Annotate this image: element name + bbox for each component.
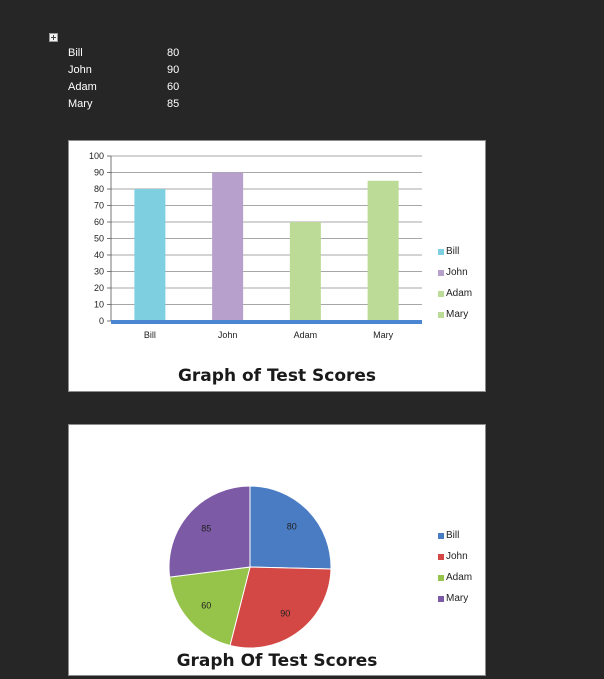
y-tick-label: 40 xyxy=(94,250,104,260)
bar xyxy=(212,172,244,321)
y-tick-label: 20 xyxy=(94,283,104,293)
x-tick-label: Bill xyxy=(144,330,156,340)
bar-chart-plot: 0 10 20 30 40 50 60 70 80 90 100 Bill John Adam Mary xyxy=(89,151,422,340)
y-tick-label: 100 xyxy=(89,151,104,161)
bar-chart-title: Graph of Test Scores xyxy=(177,366,377,386)
legend-swatch xyxy=(438,249,444,255)
pie-chart-title: Graph Of Test Scores xyxy=(176,651,378,671)
legend-label: John xyxy=(446,267,468,278)
table-row: John 90 xyxy=(68,62,208,79)
pie-slice xyxy=(249,485,332,570)
legend-swatch xyxy=(438,312,444,318)
bar-chart[interactable]: 0 10 20 30 40 50 60 70 80 90 100 Bill John Adam Mary B… xyxy=(68,140,486,392)
pie-slice xyxy=(169,566,251,647)
y-tick-label: 90 xyxy=(94,168,104,178)
y-tick-label: 10 xyxy=(94,300,104,310)
legend-label: Adam xyxy=(446,288,473,299)
pie-slice xyxy=(229,566,332,649)
legend-swatch xyxy=(438,596,444,602)
x-tick-label: Adam xyxy=(294,330,318,340)
legend-label: Mary xyxy=(446,593,469,604)
student-score: 60 xyxy=(167,81,180,93)
bar xyxy=(289,222,321,321)
pie-chart-plot: 80 90 60 85 xyxy=(168,485,332,649)
y-tick-label: 60 xyxy=(94,217,104,227)
slice-data-label: 85 xyxy=(201,523,211,533)
legend-swatch xyxy=(438,575,444,581)
y-tick-label: 50 xyxy=(94,234,104,244)
y-tick-label: 30 xyxy=(94,267,104,277)
table-move-handle-icon[interactable] xyxy=(49,33,58,42)
student-name: John xyxy=(68,64,92,76)
legend-label: Bill xyxy=(446,246,460,257)
legend-swatch xyxy=(438,554,444,560)
student-score: 90 xyxy=(167,64,180,76)
student-score: 80 xyxy=(167,47,180,59)
x-axis-floor xyxy=(111,320,422,324)
legend-label: John xyxy=(446,551,468,562)
legend-swatch xyxy=(438,533,444,539)
table-row: Adam 60 xyxy=(68,79,208,96)
bar xyxy=(367,180,399,321)
y-tick-label: 0 xyxy=(99,316,104,326)
pie-chart[interactable]: 80 90 60 85 Bill John Adam Mary Graph Of Te… xyxy=(68,424,486,676)
slice-data-label: 90 xyxy=(280,608,290,618)
slice-data-label: 80 xyxy=(287,521,297,531)
legend-label: Mary xyxy=(446,309,469,320)
score-table: Bill 80 John 90 Adam 60 Mary 85 xyxy=(68,45,208,113)
y-tick-label: 70 xyxy=(94,201,104,211)
student-name: Bill xyxy=(68,47,83,59)
table-row: Bill 80 xyxy=(68,45,208,62)
table-row: Mary 85 xyxy=(68,96,208,113)
x-tick-label: John xyxy=(218,330,238,340)
slice-data-label: 60 xyxy=(201,601,211,611)
legend-swatch xyxy=(438,291,444,297)
student-name: Mary xyxy=(68,98,93,110)
legend-swatch xyxy=(438,270,444,276)
legend-label: Adam xyxy=(446,572,473,583)
legend-label: Bill xyxy=(446,530,460,541)
student-score: 85 xyxy=(167,98,180,110)
y-tick-label: 80 xyxy=(94,184,104,194)
x-tick-label: Mary xyxy=(373,330,393,340)
student-name: Adam xyxy=(68,81,97,93)
bar xyxy=(134,189,166,321)
pie-slice xyxy=(168,485,251,578)
